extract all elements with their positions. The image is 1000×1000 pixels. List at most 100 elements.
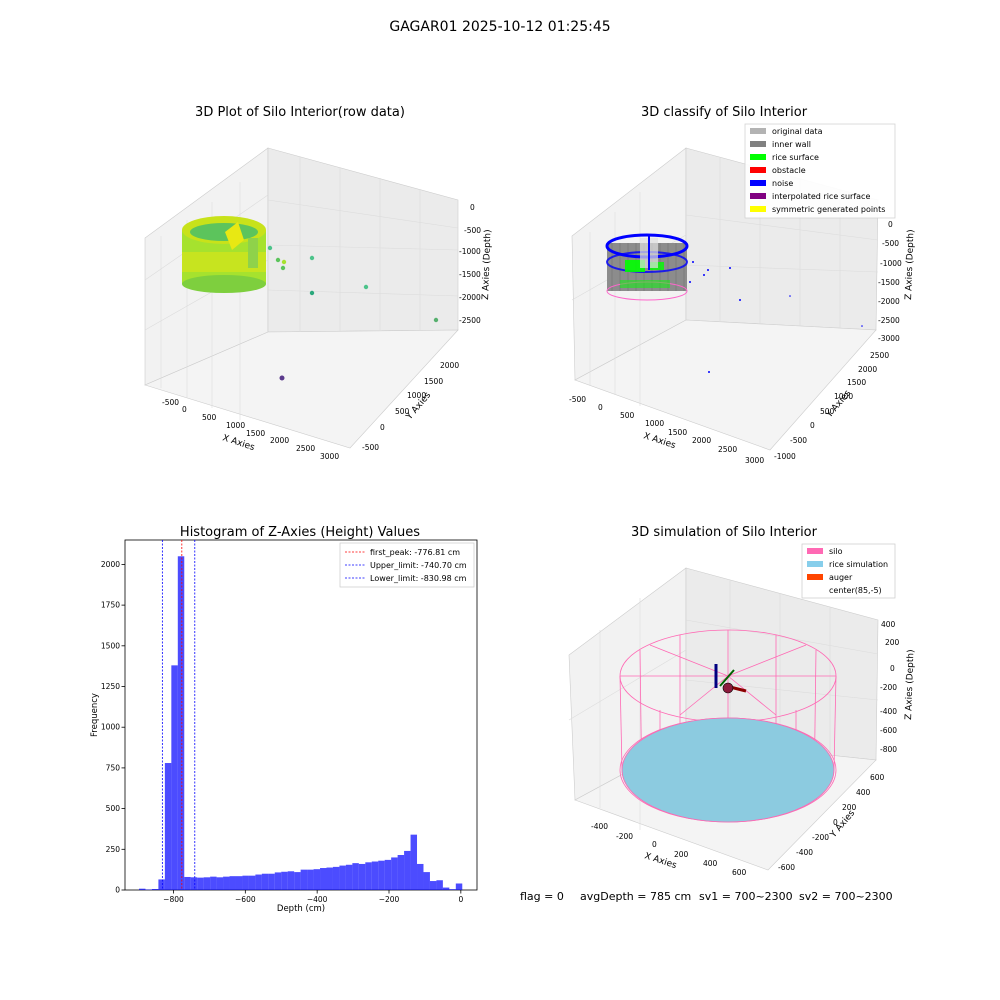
histogram-y-tick-label: 0 (115, 886, 120, 895)
sim-xtick: 600 (732, 868, 747, 877)
raw-ztick: -1000 (459, 247, 481, 256)
sim-ztick: -400 (880, 707, 897, 716)
histogram-legend: first_peak: -776.81 cm Upper_limit: -740… (339, 542, 475, 588)
sim-auger (714, 664, 747, 694)
histogram-x-tick-label: 0 (458, 895, 463, 904)
histogram-bar (429, 881, 437, 890)
sim-ytick: -200 (812, 833, 829, 842)
sim-silo-bottom-edge (621, 717, 835, 823)
classify-noise-points (689, 261, 863, 373)
legend-label: symmetric generated points (772, 205, 885, 214)
raw-floor-pane (144, 329, 459, 449)
histogram-bar (345, 864, 353, 890)
histogram-y-tick-label: 2000 (101, 560, 120, 569)
legend-swatch-obstacle (750, 167, 766, 173)
histogram-bar (151, 889, 159, 890)
classify-silo-cylinder (605, 233, 689, 301)
raw-xtick: 3000 (320, 452, 339, 461)
sim-ytick: -400 (796, 848, 813, 857)
classify-ytick: 2000 (858, 365, 877, 374)
histogram-bar (417, 863, 424, 890)
sim-xtick: -400 (591, 822, 608, 831)
histogram-bar (365, 862, 372, 890)
raw-y-ticks: -500 0 500 1000 1500 2000 (362, 361, 459, 452)
legend-label: auger (829, 573, 853, 582)
raw-back-pane (267, 147, 459, 333)
histogram-bar (281, 871, 288, 890)
raw-ztick: -500 (464, 226, 481, 235)
raw-xtick: 1000 (226, 421, 245, 430)
histogram-bar (177, 556, 185, 890)
classify-ytick: 1500 (847, 378, 866, 387)
histogram-bar (320, 868, 327, 890)
legend-swatch-symmetric (750, 206, 766, 212)
histogram-y-label: Frequency (90, 693, 100, 737)
classify-ztick: -2000 (878, 297, 900, 306)
histogram-bar (261, 873, 269, 890)
classify-ytick: 1000 (834, 392, 853, 401)
figure-title: GAGAR01 2025-10-12 01:25:45 (389, 19, 610, 35)
histogram-title: Histogram of Z-Axies (Height) Values (180, 525, 420, 540)
raw-silo-ring (182, 216, 266, 293)
legend-label: Upper_limit: -740.70 cm (370, 561, 467, 570)
legend-label: rice simulation (829, 560, 888, 569)
legend-label: first_peak: -776.81 cm (370, 548, 460, 557)
raw-xtick: 1500 (246, 429, 265, 438)
status-flag: flag = 0 (520, 890, 564, 903)
histogram-bar (449, 889, 456, 890)
legend-label: center(85,-5) (829, 586, 882, 595)
histogram-bar (378, 860, 385, 890)
histogram-bars (139, 556, 463, 890)
histogram-bar (197, 877, 204, 890)
classify-ztick: -500 (882, 239, 899, 248)
sim-ztick: 200 (885, 638, 900, 647)
raw-xtick: -500 (162, 398, 179, 407)
histogram-bar (235, 876, 243, 890)
raw-xtick: 0 (182, 405, 187, 414)
histogram-bar (242, 875, 249, 890)
histogram-y-tick-label: 750 (106, 763, 121, 772)
legend-swatch-rice-surface (750, 154, 766, 160)
histogram-y-tick-label: 1250 (101, 682, 120, 691)
histogram-bar (294, 872, 301, 890)
sim-x-label: X Axies (643, 851, 678, 871)
raw-ytick: 0 (380, 423, 385, 432)
histogram-bar (410, 834, 418, 890)
histogram-bar (332, 866, 340, 890)
legend-label: Lower_limit: -830.98 cm (370, 574, 467, 583)
histogram-bar (210, 876, 217, 890)
classify-ytick: 500 (820, 407, 835, 416)
sim-legend: silo rice simulation auger center(85,-5) (801, 543, 896, 599)
sim-z-ticks: 400 200 0 -200 -400 -600 -800 (880, 620, 900, 754)
legend-label: rice surface (772, 153, 819, 162)
histogram-bar (229, 876, 236, 890)
histogram-bar (423, 872, 430, 890)
sim-ytick: 400 (856, 788, 871, 797)
classify-xtick: 3000 (745, 456, 764, 465)
histogram-reference-lines (161, 540, 196, 890)
histogram-y-tick-label: 250 (106, 845, 121, 854)
histogram-bar (442, 887, 450, 890)
legend-swatch-auger (807, 574, 823, 580)
sim-ytick: 0 (833, 818, 838, 827)
histogram-x-ticks: −800 −600 −400 −200 0 (163, 890, 463, 904)
panel-raw-title: 3D Plot of Silo Interior(row data) (195, 105, 405, 120)
raw-xtick: 2000 (270, 436, 289, 445)
classify-z-label: Z Axies (Depth) (904, 229, 916, 300)
panel-raw-3d: 3D Plot of Silo Interior(row data) (144, 105, 493, 461)
raw-ytick: 500 (395, 407, 410, 416)
legend-label: noise (772, 179, 793, 188)
legend-label: interpolated rice surface (772, 192, 870, 201)
sim-xtick: 400 (703, 859, 718, 868)
raw-ytick: 2000 (440, 361, 459, 370)
legend-swatch-rice-simulation (807, 561, 823, 567)
raw-ztick: -2000 (459, 293, 481, 302)
histogram-bar (203, 877, 211, 890)
sim-ytick: 200 (842, 803, 857, 812)
histogram-y-tick-label: 500 (106, 804, 121, 813)
raw-ztick: -1500 (459, 270, 481, 279)
legend-swatch-inner-wall (750, 141, 766, 147)
status-sv1: sv1 = 700~2300 (699, 890, 793, 903)
sim-ztick: 0 (890, 664, 895, 673)
